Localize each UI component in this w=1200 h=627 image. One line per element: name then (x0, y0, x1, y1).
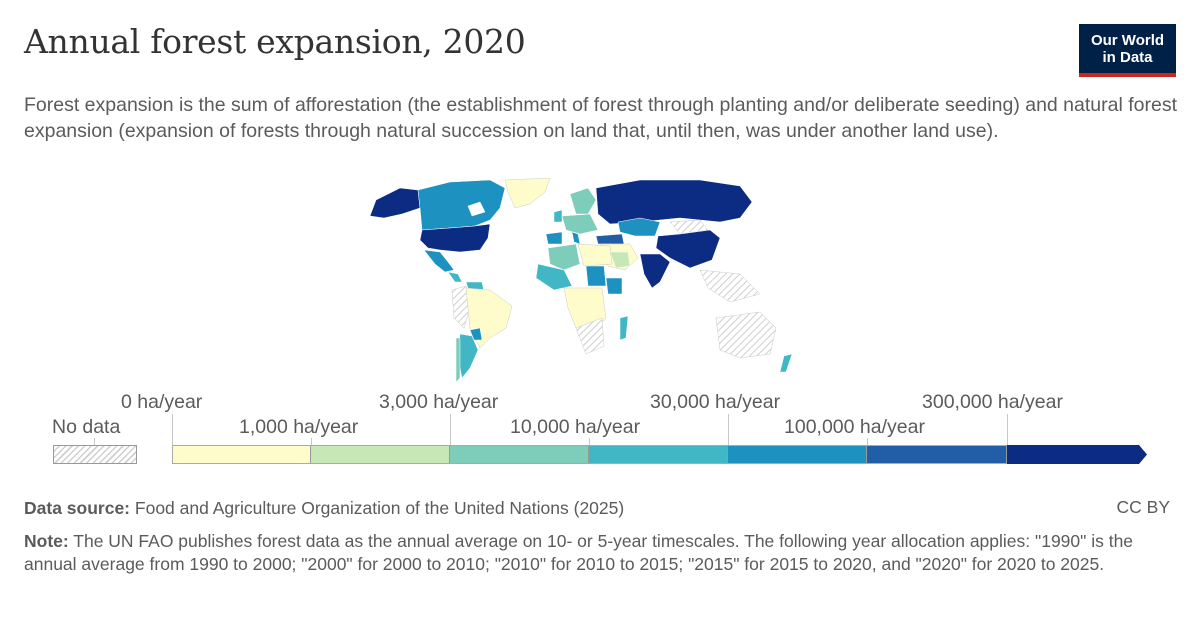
region-canada (417, 179, 506, 231)
region-mongolia (669, 219, 709, 235)
region-australia (715, 311, 777, 359)
note-label: Note: (24, 531, 69, 551)
region-new-zealand (779, 353, 793, 373)
chart-subtitle: Forest expansion is the sum of afforesta… (24, 94, 1177, 142)
legend-upper-label-3: 300,000 ha/year (922, 391, 1063, 413)
legend-tick (867, 438, 868, 445)
region-argentina (457, 333, 479, 379)
logo-line-1: Our World (1090, 32, 1165, 49)
note: Note: The UN FAO publishes forest data a… (24, 530, 1184, 576)
legend-bin-6-arrow[interactable] (1007, 445, 1147, 464)
legend-tick (728, 414, 729, 445)
region-libya-egypt (577, 243, 613, 267)
region-sudan (585, 265, 607, 287)
legend-tick (94, 438, 95, 445)
region-colombia-peru (451, 285, 471, 329)
region-chile (455, 337, 461, 383)
region-madagascar (619, 315, 629, 341)
region-greenland (504, 178, 551, 209)
legend-upper-label-0: 0 ha/year (121, 391, 203, 413)
legend-no-data-label: No data (52, 416, 121, 438)
region-paraguay (469, 327, 483, 341)
data-source: Data source: Food and Agriculture Organi… (24, 497, 1184, 520)
legend-bin-4[interactable] (728, 445, 867, 464)
data-source-text[interactable]: Food and Agriculture Organization of the… (134, 498, 625, 518)
legend-lower-label-1: 10,000 ha/year (510, 416, 641, 438)
region-saudi (609, 251, 631, 269)
region-india (639, 253, 671, 289)
region-russia (595, 179, 753, 225)
region-spain (545, 231, 563, 245)
legend-upper-label-1: 3,000 ha/year (379, 391, 499, 413)
license-link[interactable]: CC BY (1116, 497, 1170, 517)
legend-upper-label-2: 30,000 ha/year (650, 391, 781, 413)
region-turkey (595, 233, 625, 245)
region-alaska (369, 187, 421, 219)
logo-line-2: in Data (1102, 49, 1153, 66)
legend-bin-2[interactable] (450, 445, 589, 464)
legend-tick (1007, 414, 1008, 445)
region-southeast-asia (699, 269, 761, 303)
legend-tick (589, 438, 590, 445)
region-southern-africa (575, 317, 605, 355)
legend-tick (450, 414, 451, 445)
region-scandinavia (569, 187, 597, 215)
owid-logo[interactable]: Our World in Data (1079, 24, 1176, 77)
region-west-africa (535, 263, 573, 291)
note-text: The UN FAO publishes forest data as the … (24, 531, 1134, 574)
region-uk (553, 209, 563, 223)
data-source-label: Data source: (24, 498, 131, 518)
region-central-europe (561, 213, 599, 235)
legend-bin-1[interactable] (311, 445, 450, 464)
legend-bin-3[interactable] (589, 445, 728, 464)
region-kazakhstan (617, 217, 661, 237)
region-algeria (547, 243, 581, 271)
legend-lower-label-2: 100,000 ha/year (784, 416, 925, 438)
legend-lower-label-0: 1,000 ha/year (239, 416, 359, 438)
world-map[interactable] (340, 178, 860, 383)
legend-bin-0[interactable] (172, 445, 311, 464)
region-usa (419, 223, 491, 253)
region-china (655, 229, 721, 269)
legend-tick (172, 414, 173, 445)
chart-title: Annual forest expansion, 2020 (24, 22, 526, 61)
legend-tick (311, 438, 312, 445)
legend-no-data-swatch[interactable] (53, 445, 137, 464)
region-ethiopia (605, 277, 623, 295)
region-mexico (423, 249, 455, 273)
legend-bin-5[interactable] (867, 445, 1007, 464)
